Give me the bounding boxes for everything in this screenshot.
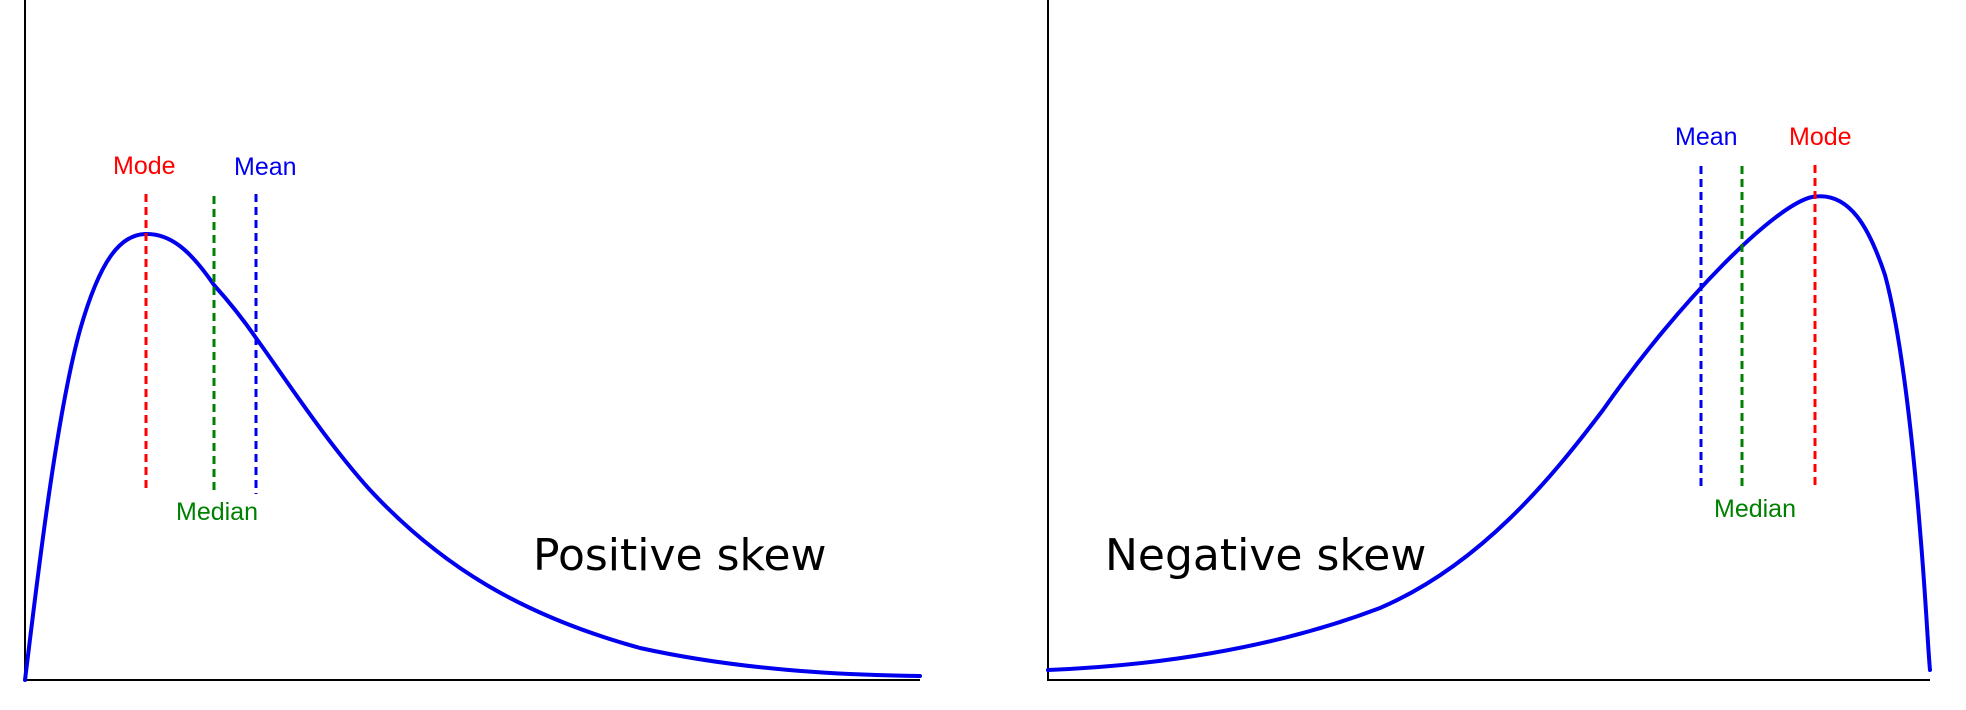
negative-median-label: Median (1714, 495, 1796, 523)
negative-skew-panel: Mean Mode Median Negative skew (1046, 0, 1932, 681)
positive-skew-panel: Mode Mean Median Positive skew (23, 0, 922, 682)
negative-skew-curve (1046, 194, 1932, 672)
negative-mode-label: Mode (1789, 123, 1852, 151)
positive-mean-label: Mean (234, 153, 297, 181)
positive-mode-label: Mode (113, 152, 176, 180)
negative-skew-title: Negative skew (1105, 530, 1426, 581)
negative-mean-label: Mean (1675, 123, 1738, 151)
positive-skew-curve (23, 231, 922, 682)
positive-skew-title: Positive skew (533, 530, 827, 581)
negative-axes (1047, 0, 1930, 681)
positive-median-label: Median (176, 498, 258, 526)
